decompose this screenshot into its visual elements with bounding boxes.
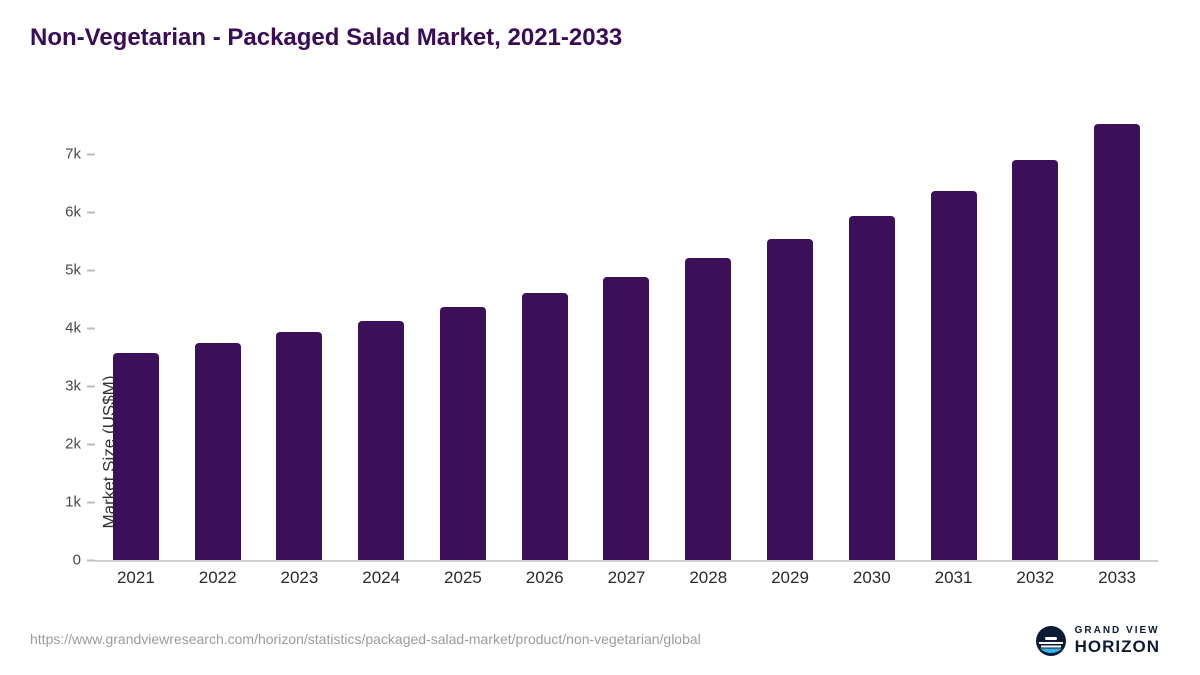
y-axis-tick-3k: 3k — [65, 378, 95, 395]
bar-2025[interactable] — [439, 307, 486, 560]
bar-2031[interactable] — [930, 190, 977, 560]
bar-slot-2027 — [586, 108, 668, 560]
y-axis-tick-6k: 6k — [65, 204, 95, 221]
bar-slot-2032 — [994, 108, 1076, 560]
x-axis-label-2031: 2031 — [934, 568, 973, 587]
bar-2029[interactable] — [767, 238, 813, 560]
x-axis-label-2022: 2022 — [198, 568, 237, 587]
y-axis-tick-1k: 1k — [65, 494, 95, 511]
brand-name-top: GRAND VIEW — [1074, 625, 1160, 637]
y-axis-tick-4k: 4k — [65, 320, 95, 337]
x-axis-label-2028: 2028 — [689, 568, 728, 587]
brand-name-bottom: HORIZON — [1074, 636, 1160, 656]
bar-slot-2026 — [504, 108, 586, 560]
x-axis-label-2032: 2032 — [1016, 568, 1055, 587]
bar-2023[interactable] — [276, 332, 323, 560]
bar-slot-2021 — [95, 108, 177, 560]
x-axis-label-2027: 2027 — [607, 568, 646, 587]
y-axis-tick-2k: 2k — [65, 436, 95, 453]
bar-slot-2028 — [667, 108, 749, 560]
bar-slot-2022 — [177, 108, 259, 560]
y-axis-tick-0: 0 — [73, 552, 95, 569]
x-axis: 2021 2022 2023 2024 2025 2026 2027 2028 2029 2030… — [95, 568, 1158, 588]
bar-slot-2023 — [259, 108, 341, 560]
bar-slot-2029 — [749, 108, 831, 560]
bar-2033[interactable] — [1094, 124, 1141, 560]
bar-2024[interactable] — [358, 321, 405, 560]
bar-slot-2024 — [340, 108, 422, 560]
x-axis-label-2033: 2033 — [1098, 568, 1136, 587]
source-url: https://www.grandviewresearch.com/horizo… — [30, 631, 701, 647]
plot-area: Market Size (US$M) 0 1k 2k 3k 4k 5k 6k 7k — [65, 108, 1158, 569]
bar-slot-2033 — [1076, 108, 1158, 560]
bar-2026[interactable] — [521, 292, 568, 560]
y-axis-tick-7k: 7k — [65, 146, 95, 163]
brand-logo: GRAND VIEW HORIZON — [1035, 625, 1160, 657]
bar-2027[interactable] — [603, 276, 650, 560]
x-axis-label-2030: 2030 — [852, 568, 891, 587]
bar-2030[interactable] — [848, 215, 895, 560]
x-axis-label-2029: 2029 — [771, 568, 809, 587]
y-axis-tick-5k: 5k — [65, 262, 95, 279]
x-axis-label-2026: 2026 — [525, 568, 564, 587]
x-axis-label-2025: 2025 — [444, 568, 482, 587]
bar-slot-2030 — [831, 108, 913, 560]
bars-container — [95, 108, 1158, 560]
bar-2022[interactable] — [194, 343, 241, 560]
chart-title: Non-Vegetarian - Packaged Salad Market, … — [30, 24, 623, 51]
bar-2028[interactable] — [685, 258, 732, 560]
bar-2021[interactable] — [112, 353, 159, 560]
x-axis-label-2024: 2024 — [362, 568, 401, 587]
bar-slot-2031 — [913, 108, 995, 560]
bar-slot-2025 — [422, 108, 504, 560]
horizon-globe-icon — [1035, 625, 1067, 657]
bar-2032[interactable] — [1012, 160, 1059, 560]
x-axis-label-2021: 2021 — [116, 568, 155, 587]
x-axis-label-2023: 2023 — [280, 568, 319, 587]
